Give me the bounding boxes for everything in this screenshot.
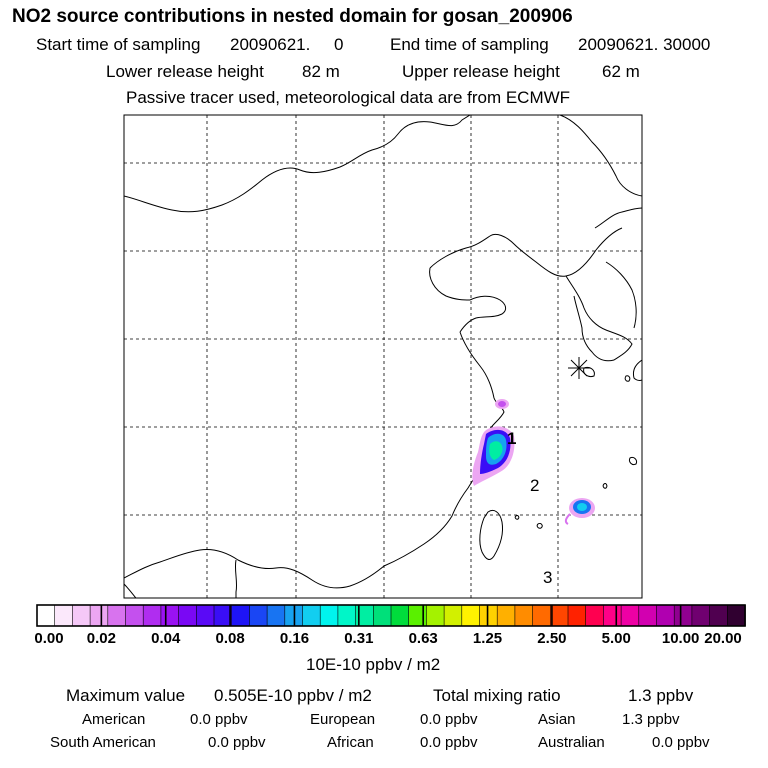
lower-height-value: 82 m: [302, 62, 340, 81]
colorbar-swatch: [107, 604, 127, 627]
colorbar-tick-label: 0.31: [344, 630, 374, 647]
colorbar-swatch: [408, 604, 428, 627]
colorbar-swatch: [461, 604, 481, 627]
concentration-plume-east: [564, 498, 595, 525]
end-time-value: 20090621. 30000: [578, 35, 711, 54]
colorbar-swatch: [160, 604, 180, 627]
region-asian-value: 1.3 ppbv: [622, 711, 680, 728]
total-mixing-value: 1.3 ppbv: [628, 686, 694, 705]
model-note: Passive tracer used, meteorological data…: [126, 88, 571, 107]
region-african-label: African: [327, 734, 374, 751]
region-asian-label: Asian: [538, 711, 576, 728]
colorbar-swatch: [302, 604, 322, 627]
colorbar-swatch: [125, 604, 145, 627]
colorbar-frame: [36, 604, 746, 627]
colorbar-tick-label: 5.00: [601, 630, 631, 647]
colorbar-swatch: [585, 604, 605, 627]
colorbar-tick-label: 0.00: [34, 630, 64, 647]
colorbar-swatch: [337, 604, 357, 627]
colorbar-swatch: [709, 604, 729, 627]
end-time-label: End time of sampling: [390, 35, 549, 54]
start-time-label: Start time of sampling: [36, 35, 201, 54]
region-south-american-label: South American: [50, 734, 156, 751]
start-time-value: 20090621. 0: [230, 35, 344, 54]
colorbar-unit: 10E-10 ppbv / m2: [306, 655, 441, 674]
colorbar-swatch: [231, 604, 251, 627]
colorbar: [36, 604, 746, 627]
colorbar-swatch: [142, 604, 162, 627]
colorbar-swatch: [514, 604, 534, 627]
colorbar-swatch: [36, 604, 56, 627]
colorbar-swatch: [549, 604, 569, 627]
colorbar-swatch: [532, 604, 552, 627]
colorbar-swatch: [72, 604, 91, 627]
colorbar-tick-label: 1.25: [472, 630, 503, 647]
colorbar-swatch: [496, 604, 516, 627]
region-south-american-value: 0.0 ppbv: [208, 734, 266, 751]
colorbar-swatch: [726, 604, 746, 627]
colorbar-tick-label: 20.00: [704, 630, 742, 647]
colorbar-tick-label: 0.08: [215, 630, 245, 647]
coastlines-borders: [124, 115, 642, 598]
region-american-label: American: [82, 711, 146, 728]
graticule: [124, 115, 642, 598]
colorbar-swatch: [443, 604, 463, 627]
upper-height-value: 62 m: [602, 62, 640, 81]
colorbar-swatch: [390, 604, 410, 627]
colorbar-tick-label: 10.00: [661, 630, 700, 647]
colorbar-swatch: [603, 604, 622, 627]
region-australian-value: 0.0 ppbv: [652, 734, 710, 751]
colorbar-tick-label: 0.02: [86, 630, 116, 647]
colorbar-tick-label: 0.16: [279, 630, 310, 647]
region-european-label: European: [310, 711, 376, 728]
colorbar-swatch: [249, 604, 268, 627]
colorbar-swatch: [196, 604, 215, 627]
colorbar-swatch: [479, 604, 499, 627]
colorbar-swatch: [178, 604, 198, 627]
colorbar-tick-label: 2.50: [537, 630, 567, 647]
region-australian-label: Australian: [538, 734, 605, 751]
region-european-value: 0.0 ppbv: [420, 711, 478, 728]
colorbar-tick-label: 0.63: [408, 630, 438, 647]
colorbar-swatch: [426, 604, 445, 627]
region-american-value: 0.0 ppbv: [190, 711, 248, 728]
total-mixing-label: Total mixing ratio: [433, 686, 561, 705]
colorbar-swatch: [638, 604, 658, 627]
colorbar-tick-label: 0.04: [151, 630, 181, 647]
colorbar-swatch: [372, 604, 392, 627]
region-african-value: 0.0 ppbv: [420, 734, 478, 751]
upper-height-label: Upper release height: [402, 62, 560, 81]
colorbar-swatch: [673, 604, 693, 627]
colorbar-swatch: [620, 604, 640, 627]
colorbar-swatch: [54, 604, 74, 627]
max-value-label: Maximum value: [66, 686, 186, 705]
colorbar-swatch: [567, 604, 587, 627]
map-frame: [123, 114, 643, 599]
lower-height-label: Lower release height: [106, 62, 264, 81]
concentration-plume-main: [472, 426, 515, 486]
map-label-2: 2: [530, 476, 540, 495]
colorbar-swatch: [89, 604, 109, 627]
colorbar-swatch: [266, 604, 286, 627]
max-value: 0.505E-10 ppbv / m2: [214, 686, 372, 705]
concentration-plume-shanghai: [495, 399, 509, 409]
map-label-3: 3: [543, 568, 553, 587]
colorbar-swatch: [656, 604, 676, 627]
receptor-asterisk-icon: [568, 357, 590, 379]
colorbar-swatch: [691, 604, 711, 627]
colorbar-swatch: [319, 604, 339, 627]
map-label-1: 1: [507, 429, 517, 448]
figure-title: NO2 source contributions in nested domai…: [12, 6, 573, 27]
